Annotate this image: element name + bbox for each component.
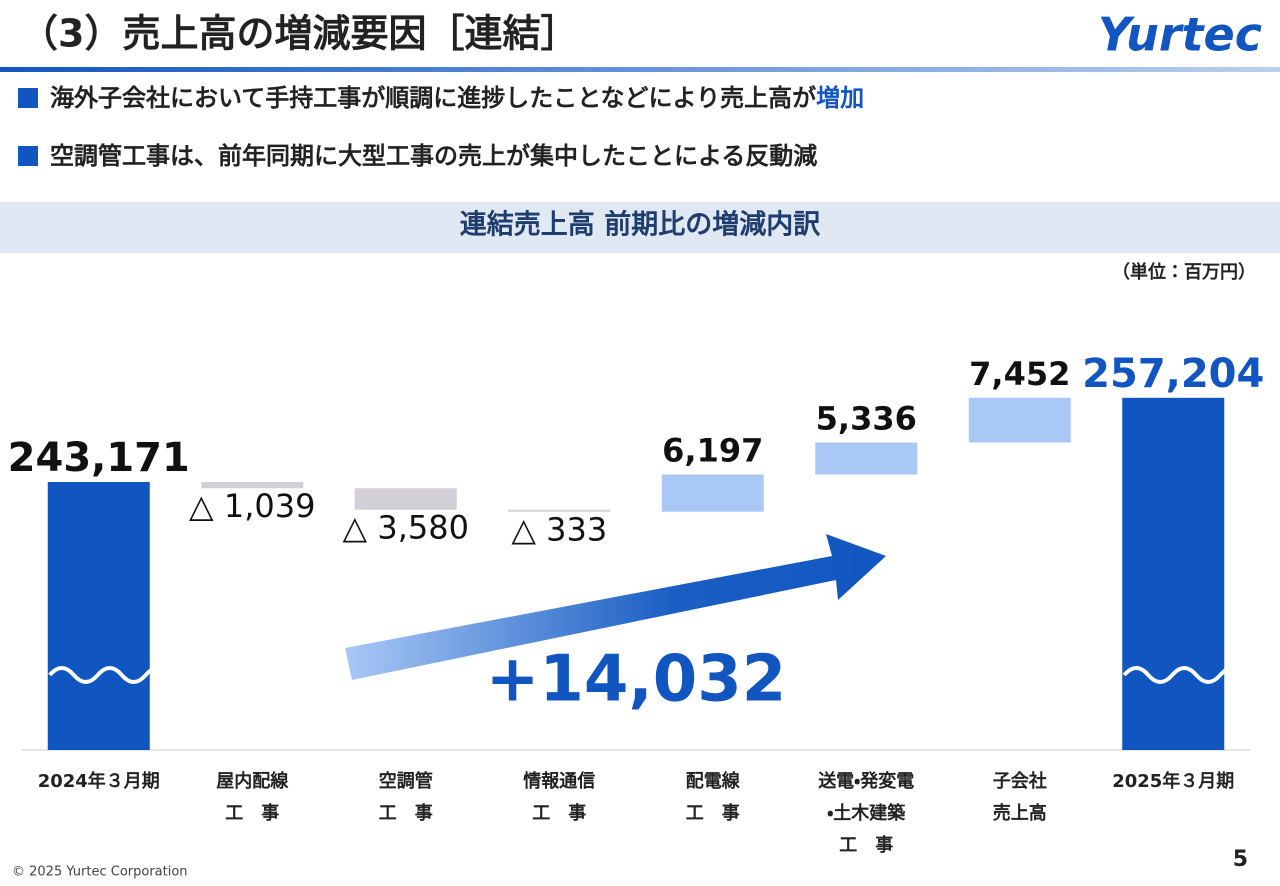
x-tick-label: 2025年３月期 — [1112, 771, 1235, 792]
value-label: 257,204 — [1082, 351, 1264, 397]
slide-title: （3）売上高の増減要因［連結］ — [20, 12, 578, 56]
x-tick-label: 空調管 工 事 — [378, 771, 433, 824]
x-tick-label: 情報通信 工 事 — [523, 771, 596, 824]
x-tick-label: 子会社 売上高 — [992, 771, 1047, 824]
axis-break — [48, 666, 172, 684]
value-label: △ 333 — [511, 511, 607, 549]
total-change: +14,032 — [486, 643, 787, 717]
value-label: 5,336 — [816, 400, 917, 438]
x-tick-label: 送電・発変電 ・土木建築 工 事 — [818, 771, 915, 856]
bar — [508, 509, 611, 512]
trend-arrow — [345, 534, 886, 680]
value-label: 243,171 — [8, 435, 190, 481]
bar — [968, 397, 1071, 443]
x-tick-label: 配電線 工 事 — [685, 771, 740, 824]
bar — [47, 482, 150, 750]
bar — [354, 488, 457, 510]
bar — [661, 474, 764, 512]
chart-title: 連結売上高 前期比の増減内訳 — [460, 209, 820, 241]
bar — [815, 442, 918, 475]
logo: Yurtec — [1098, 8, 1262, 62]
unit-label: （単位：百万円） — [1112, 261, 1256, 283]
axis-break — [1122, 666, 1246, 684]
value-label: 6,197 — [662, 432, 763, 470]
value-label: △ 3,580 — [343, 509, 469, 547]
bullet-icon — [18, 146, 38, 166]
value-label: △ 1,039 — [189, 487, 315, 525]
x-tick-label: 2024年３月期 — [37, 771, 160, 792]
bullet-text: 空調管工事は、前年同期に大型工事の売上が集中したことによる反動減 — [50, 142, 817, 170]
bullet-icon — [18, 88, 38, 108]
value-label: 7,452 — [969, 355, 1070, 393]
bar — [1122, 397, 1225, 750]
copyright: © 2025 Yurtec Corporation — [12, 865, 188, 880]
bar — [201, 482, 304, 489]
page-number: 5 — [1233, 847, 1248, 872]
x-tick-label: 屋内配線 工 事 — [216, 771, 289, 824]
chart-title-band — [0, 202, 1280, 253]
bullet-text: 海外子会社において手持工事が順調に進捗したことなどにより売上高が増加 — [50, 84, 864, 112]
header-rule — [0, 67, 1280, 72]
